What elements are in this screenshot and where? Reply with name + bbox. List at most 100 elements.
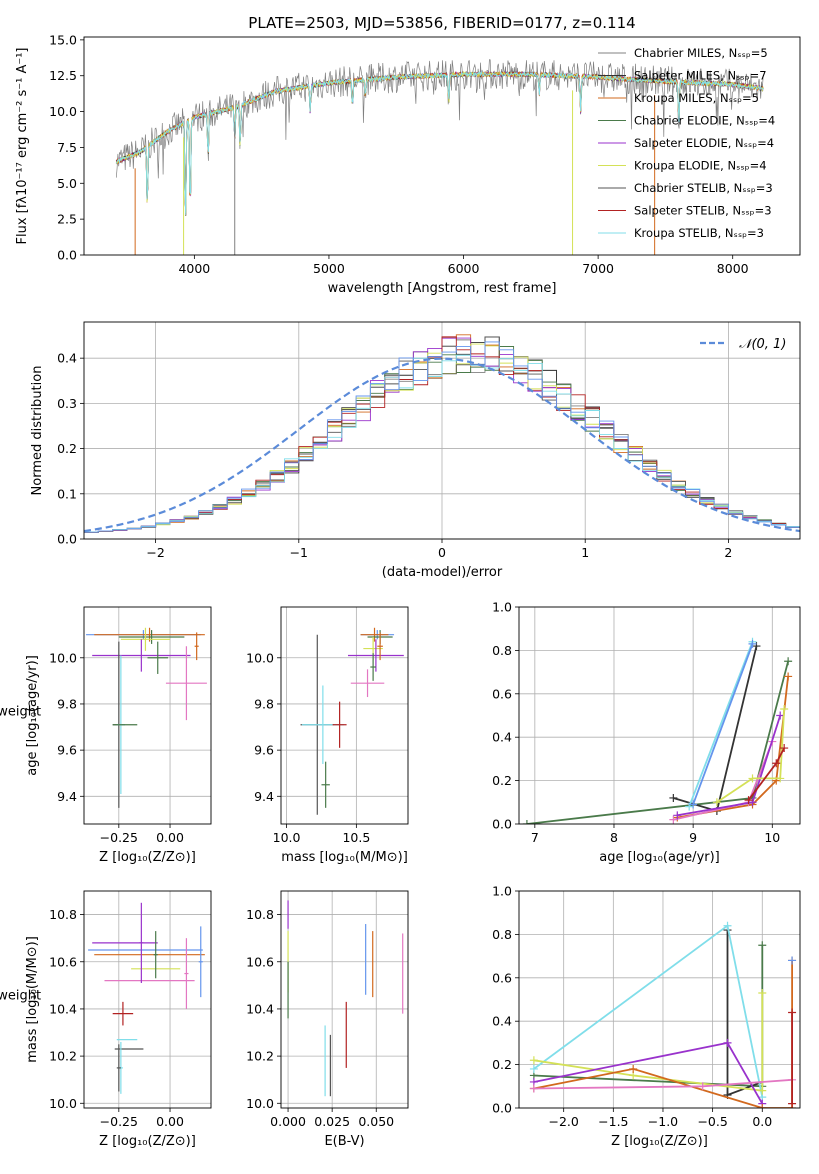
axes-frame (83, 606, 212, 825)
legend-label: Kroupa ELODIE, Nₛₛₚ=4 (634, 159, 767, 173)
x-axis-label: Z [log₁₀(Z/Z⊙)] (611, 1134, 708, 1149)
y-axis-label: Normed distribution (30, 366, 45, 496)
x-tick-label: 7000 (582, 261, 614, 276)
y-tick-label: 0.0 (492, 817, 512, 832)
x-tick-label: 0 (438, 545, 446, 560)
y-tick-label: 1.0 (492, 884, 512, 899)
mass-weight-marker (772, 759, 781, 768)
x-tick-label: 6000 (448, 261, 480, 276)
y-tick-label: 15.0 (49, 32, 77, 47)
x-tick-label: 1 (581, 545, 589, 560)
legend-label: Chabrier MILES, Nₛₛₚ=5 (634, 46, 768, 60)
mass-weight-marker (748, 639, 757, 648)
y-tick-label: 0.0 (492, 1101, 512, 1116)
histogram-series (84, 354, 800, 533)
x-tick-label: 9 (689, 830, 697, 845)
axes-frame (280, 606, 409, 825)
y-tick-label: 0.6 (492, 970, 512, 985)
y-tick-label: 10.8 (49, 907, 77, 922)
y-tick-label: 0.4 (492, 1014, 512, 1029)
x-axis-label: E(B-V) (324, 1134, 364, 1149)
x-tick-label: 10.0 (273, 830, 301, 845)
mass-weight-marker (758, 1086, 767, 1095)
mass-weight-marker (669, 793, 678, 802)
mass-weight-marker (689, 800, 698, 809)
x-axis-label: mass [log₁₀(M/M⊙)] (281, 850, 408, 865)
y-tick-label: 9.6 (57, 743, 77, 758)
chart-title: PLATE=2503, MJD=53856, FIBERID=0177, z=0… (248, 14, 635, 32)
mass-weight-marker (698, 1082, 707, 1091)
legend-label: Salpeter ELODIE, Nₛₛₚ=4 (634, 136, 774, 150)
y-tick-label: 0.3 (57, 396, 77, 411)
residuals-axes: −2 −1 0 1 2 0.0 0.1 0.2 0.3 0.4 (data-model)/error… (30, 322, 800, 580)
y-tick-label: 0.0 (57, 248, 77, 263)
y-tick-label: 0.1 (57, 486, 77, 501)
x-tick-label: −0.25 (100, 1114, 138, 1129)
x-tick-label: −1.0 (648, 1114, 678, 1129)
spectrum-axes: 4000 5000 6000 7000 8000 0.0 2.5 5.0 7.5 10.0 12.5… (15, 32, 749, 296)
mass-weight-marker (784, 672, 793, 681)
normal-curve (84, 357, 800, 533)
y-tick-label: 10.0 (246, 650, 274, 665)
spectrum-line-8 (115, 70, 764, 216)
y-tick-label: 12.5 (49, 68, 77, 83)
x-axis-label: Z [log₁₀(Z/Z⊙)] (99, 850, 196, 865)
x-tick-label: −0.25 (100, 830, 138, 845)
x-tick-label: 4000 (178, 261, 210, 276)
y-axis-label: age [log₁₀(age/yr)] (25, 655, 40, 776)
y-tick-label: 10.4 (246, 1001, 274, 1016)
x-tick-label: 2 (724, 545, 732, 560)
y-tick-label: 9.8 (254, 696, 274, 711)
y-axis-label: mass [log₁₀(M/M⊙)] (25, 936, 40, 1063)
y-tick-label: 0.8 (492, 643, 512, 658)
x-tick-label: −1 (290, 545, 308, 560)
y-tick-label: 0.6 (492, 686, 512, 701)
x-tick-label: 5000 (313, 261, 345, 276)
y-tick-label: 10.0 (49, 1096, 77, 1111)
age_vs_Z-axes: −0.25 0.00 9.4 9.6 9.8 10.0 Z [log₁₀(Z/Z⊙)] age… (25, 607, 211, 865)
y-tick-label: 10.6 (49, 954, 77, 969)
mw_vs_age-axes: 7 8 9 10 0.0 0.2 0.4 0.6 0.8 1.0 age [log₁₀(age/yr… (0, 600, 800, 865)
histogram-series (84, 336, 800, 533)
x-axis-label: wavelength [Angstrom, rest frame] (328, 281, 557, 296)
y-tick-label: 1.0 (492, 600, 512, 615)
y-tick-label: 10.2 (246, 1049, 274, 1064)
mass-weight-marker (748, 774, 757, 783)
mass-weight-line (692, 643, 754, 805)
legend-label: 𝒩(0, 1) (739, 337, 786, 352)
axes-frame (83, 321, 801, 540)
mass-weight-marker (712, 798, 721, 807)
x-tick-label: 0.000 (270, 1114, 306, 1129)
mass-weight-marker (529, 1056, 538, 1065)
mass-weight-marker (744, 796, 753, 805)
y-tick-label: 0.2 (492, 1057, 512, 1072)
y-tick-label: 0.4 (492, 730, 512, 745)
x-tick-label: −2.0 (549, 1114, 579, 1129)
spectrum-line-0 (115, 59, 764, 215)
axes-frame (83, 36, 801, 256)
y-tick-label: 7.5 (57, 140, 77, 155)
x-tick-label: 10 (764, 830, 780, 845)
spectrum-legend: Chabrier MILES, Nₛₛₚ=5 Salpeter MILES, Nₛ… (598, 46, 775, 240)
legend-label: Kroupa STELIB, Nₛₛₚ=3 (634, 226, 764, 240)
y-tick-label: 9.4 (254, 789, 274, 804)
mass-weight-marker (780, 704, 789, 713)
mass-weight-marker (522, 820, 531, 824)
x-tick-label: 0.050 (358, 1114, 394, 1129)
legend-label: Salpeter STELIB, Nₛₛₚ=3 (634, 204, 772, 218)
axes-frame (518, 890, 801, 1109)
y-tick-label: 9.8 (57, 696, 77, 711)
mass-weight-marker (784, 657, 793, 666)
axes-frame (518, 606, 801, 825)
x-axis-label: Z [log₁₀(Z/Z⊙)] (99, 1134, 196, 1149)
mass-weight-marker (776, 711, 785, 720)
y-tick-label: 9.6 (254, 743, 274, 758)
mass-weight-marker (758, 1104, 767, 1108)
axes-frame (83, 890, 212, 1109)
x-tick-label: 10.5 (342, 830, 370, 845)
mass-weight-line (673, 645, 758, 813)
mass-weight-marker (529, 1084, 538, 1093)
y-tick-label: 10.0 (49, 104, 77, 119)
x-tick-label: 8000 (717, 261, 749, 276)
